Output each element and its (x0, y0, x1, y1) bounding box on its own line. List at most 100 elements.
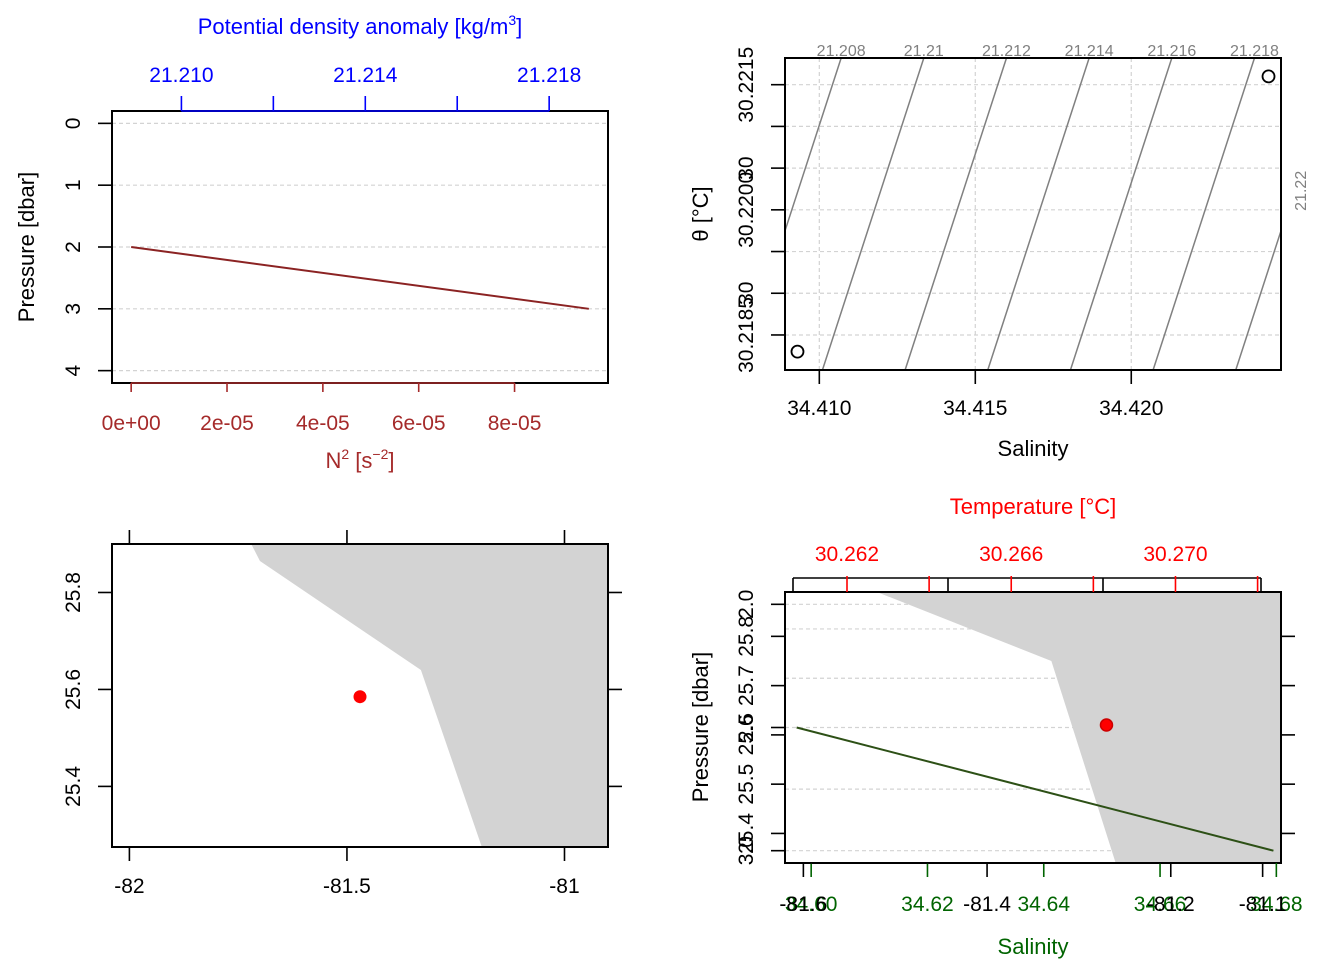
ts-data-point (790, 344, 805, 359)
panel-station-map: -82 -81.5 -81 25.4 25.6 25.8 (62, 530, 622, 898)
ts-bottom-axis: 34.410 34.415 34.420 (787, 369, 1163, 420)
map-land (251, 544, 608, 847)
overlay-map-y-tick-label: 25.8 (735, 616, 758, 657)
overlay-pressure-tick-label: 2.5 (735, 713, 758, 742)
n2-left-tick-label: 0 (62, 118, 85, 130)
overlay-land-polygon (785, 592, 1281, 863)
ts-gridlines (785, 58, 1281, 370)
ts-plot-frame (784, 57, 1282, 371)
n2-left-tick-label: 1 (62, 179, 85, 191)
overlay-map-y-tick-label: 25.4 (735, 813, 758, 854)
overlay-map-x-tick-label: -81.6 (779, 893, 827, 916)
n2-bottom-tick-label: 6e-05 (392, 412, 446, 435)
map-bottom-tick-label: -82 (114, 875, 144, 898)
ts-isopycnal-label: 21.212 (982, 43, 1031, 60)
overlay-temperature-tick-label: 30.270 (1143, 543, 1207, 566)
map-bottom-tick-label: -81 (549, 875, 579, 898)
overlay-salinity-line (796, 726, 1274, 852)
overlay-temperature-axis: 30.262 30.266 30.270 (792, 543, 1262, 592)
n2-series-line (131, 246, 589, 310)
overlay-salinity-tick-label: 34.64 (1017, 893, 1070, 916)
ts-left-tick-label: 30.2215 (735, 47, 758, 123)
ts-left-tick-label: 30.2200 (735, 172, 758, 248)
overlay-map-station (1099, 718, 1114, 732)
overlay-map-y-tick-label: 25.5 (735, 764, 758, 805)
overlay-station-point (1099, 718, 1114, 732)
overlay-map-x-tick-label: -81.2 (1147, 893, 1195, 916)
ts-isopycnal-label: 21.208 (817, 43, 866, 60)
overlay-map-x-axis: -81.6 -81.4 -81.2 -81.1 (779, 862, 1287, 916)
n2-left-tick-label: 3 (62, 303, 85, 315)
n2-left-axis: 0 1 2 3 4 (62, 118, 113, 376)
overlay-salinity-tick-label: 34.66 (1134, 893, 1187, 916)
overlay-salinity-tick-label: 34.68 (1250, 893, 1303, 916)
ts-y-axis-label: θ [°C] (688, 186, 713, 241)
n2-bottom-tick-label: 8e-05 (488, 412, 542, 435)
ts-isopycnal-line (1235, 230, 1282, 371)
overlay-salinity-tick-label: 34.60 (785, 893, 838, 916)
n2-top-tick-label: 21.210 (149, 64, 213, 87)
overlay-series-line (796, 726, 1274, 852)
ts-bottom-tick-label: 34.415 (943, 397, 1007, 420)
n2-x-axis-label: N2 [s−2] (325, 446, 394, 473)
ts-isopycnal-label: 21.214 (1065, 43, 1114, 60)
map-station-point (353, 690, 367, 704)
map-station (353, 690, 367, 704)
map-bottom-axis: -82 -81.5 -81 (114, 530, 580, 898)
n2-top-axis: 21.210 21.214 21.218 (149, 64, 581, 112)
ts-left-tick-label: 30 (735, 156, 758, 179)
n2-top-tick-label: 21.218 (517, 64, 581, 87)
overlay-map-y-axis: 25.4 25.5 25.6 25.7 25.8 (735, 616, 1295, 854)
ts-points (790, 69, 1276, 359)
n2-y-axis-label: Pressure [dbar] (14, 172, 39, 322)
overlay-salinity-axis: 34.60 34.62 34.64 34.66 34.68 (785, 863, 1303, 916)
overlay-map-x-tick-label: -81.4 (963, 893, 1011, 916)
ts-isopycnal-line (1152, 57, 1256, 371)
n2-top-axis-label: Potential density anomaly [kg/m3] (198, 12, 523, 39)
n2-left-tick-label: 2 (62, 241, 85, 253)
ts-isopycnal-line (987, 57, 1090, 371)
ts-isopycnal-line (821, 57, 925, 371)
panel-n2-profile: 0e+00 2e-05 4e-05 6e-05 8e-05 21.210 21.214 21… (14, 12, 609, 473)
overlay-temperature-tick-label: 30.262 (815, 543, 879, 566)
overlay-pressure-tick-label: 3.0 (735, 836, 758, 865)
ts-bottom-tick-label: 34.410 (787, 397, 851, 420)
n2-bottom-tick-label: 0e+00 (102, 412, 161, 435)
ts-isopycnal-label: 21.216 (1147, 43, 1196, 60)
ts-isopycnal-line (1069, 57, 1173, 371)
ts-isopycnal-line (904, 57, 1008, 371)
ts-bottom-tick-label: 34.420 (1099, 397, 1163, 420)
overlay-top-axis-label: Temperature [°C] (950, 494, 1117, 519)
n2-line (131, 246, 589, 310)
panel-overlay-profile: 34.60 34.62 34.64 34.66 34.68 -81.6 -81.4 -81.… (688, 494, 1303, 959)
ts-left-tick-label: 30.2185 (735, 297, 758, 373)
n2-top-tick-label: 21.214 (333, 64, 398, 87)
ts-left-tick-label: 30 (735, 282, 758, 305)
overlay-gridlines (785, 603, 1281, 852)
overlay-temperature-tick-label: 30.266 (979, 543, 1043, 566)
ts-isopycnals: 21.208 21.21 21.212 21.214 21.216 21.218 21.22 (784, 43, 1310, 371)
ts-isopycnal-label: 21.21 (904, 43, 944, 60)
overlay-pressure-axis: 2.0 2.5 3.0 (735, 590, 785, 865)
map-left-tick-label: 25.8 (62, 572, 85, 613)
n2-gridlines (112, 122, 608, 372)
map-left-tick-label: 25.4 (62, 766, 85, 807)
overlay-salinity-tick-label: 34.62 (901, 893, 954, 916)
map-bottom-tick-label: -81.5 (323, 875, 371, 898)
map-plot-frame (111, 543, 609, 848)
overlay-map-x-tick-label: -81.1 (1239, 893, 1287, 916)
overlay-map-y-tick-label: 25.6 (735, 714, 758, 755)
overlay-pressure-tick-label: 2.0 (735, 590, 758, 619)
overlay-map-y-tick-label: 25.7 (735, 665, 758, 706)
map-land-polygon (251, 544, 608, 847)
ts-isopycnal-line (784, 57, 842, 232)
overlay-y-axis-label: Pressure [dbar] (688, 652, 713, 802)
n2-left-tick-label: 4 (62, 364, 85, 376)
n2-bottom-axis: 0e+00 2e-05 4e-05 6e-05 8e-05 (102, 382, 542, 435)
overlay-x-axis-label: Salinity (998, 934, 1069, 959)
map-left-axis: 25.4 25.6 25.8 (62, 572, 622, 807)
ts-data-point (1261, 69, 1276, 84)
n2-bottom-tick-label: 2e-05 (200, 412, 254, 435)
